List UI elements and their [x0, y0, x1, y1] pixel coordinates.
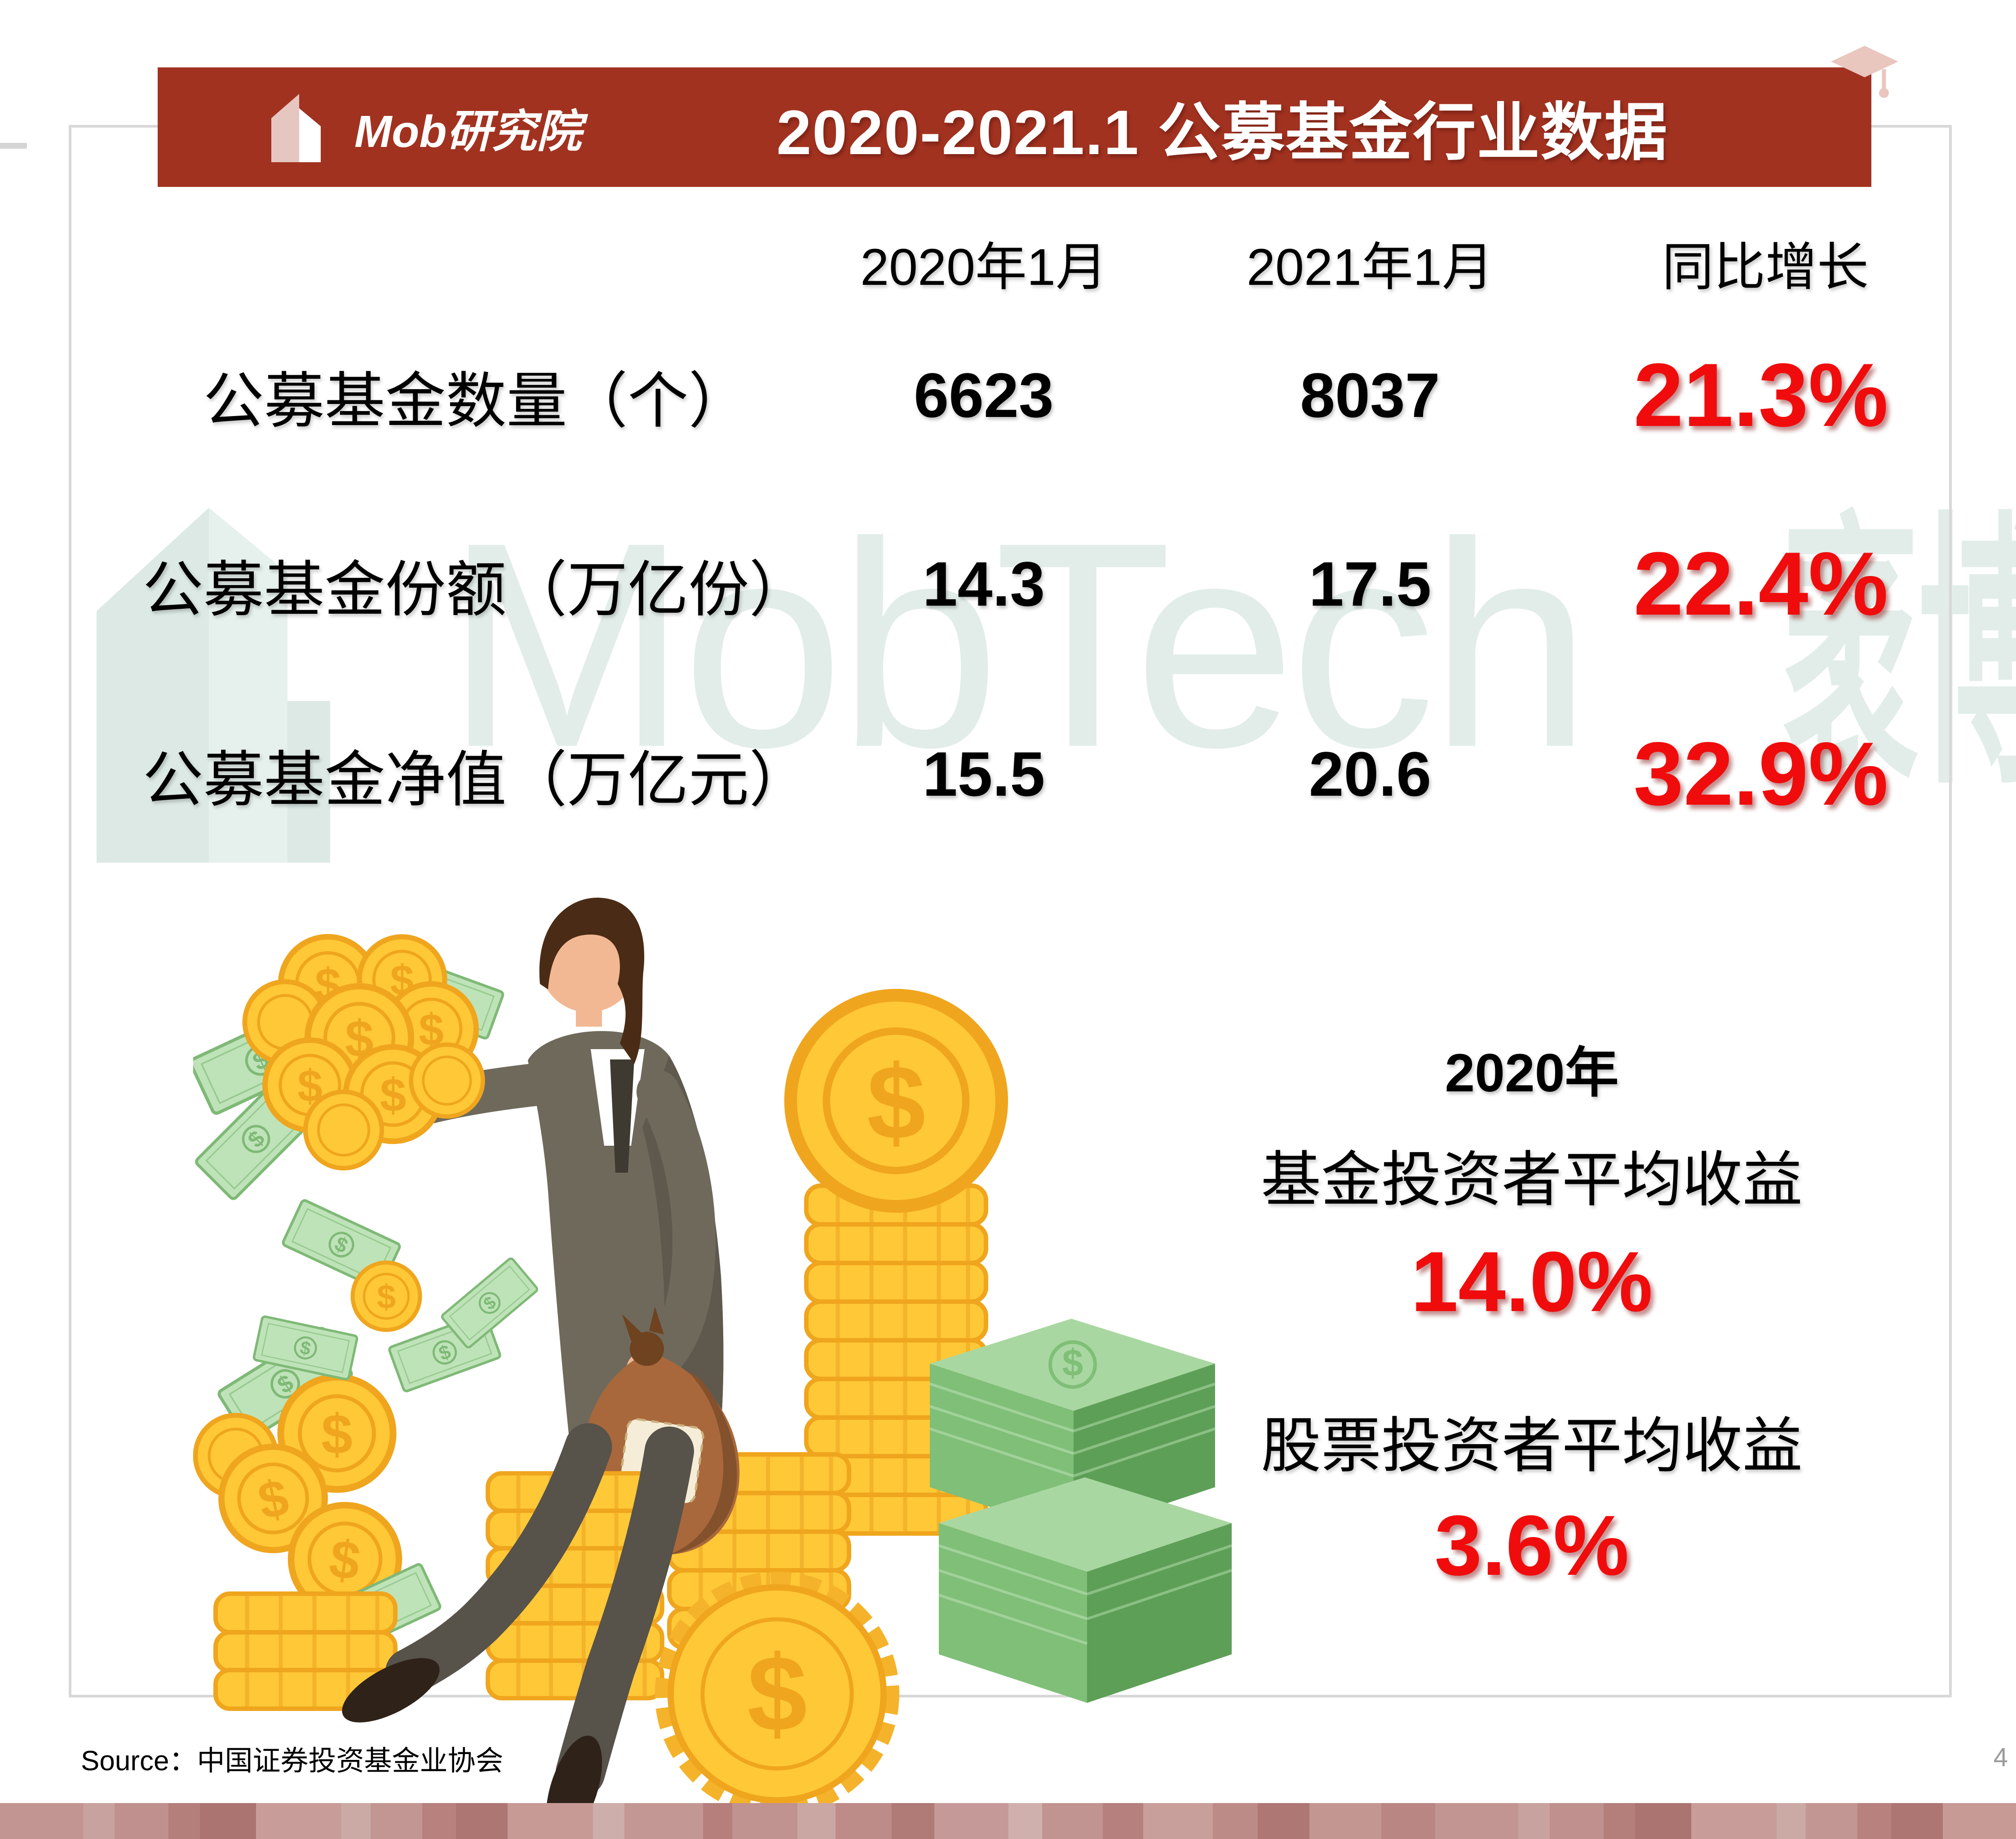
- footer-strip-band: [836, 1803, 892, 1839]
- held-coin-pile: [193, 937, 504, 1200]
- footer-strip-band: [1518, 1803, 1550, 1839]
- hair: [539, 897, 645, 1064]
- footer-strip-band: [1857, 1803, 1891, 1839]
- footer-strip-band: [934, 1803, 1008, 1839]
- left-edge-tick: [0, 143, 27, 149]
- table-cell-2021: 17.5: [1309, 549, 1432, 619]
- footer-strip-band: [1143, 1803, 1213, 1839]
- source-note: Source：中国证券投资基金业协会: [81, 1746, 504, 1777]
- footer-strip-band: [422, 1803, 456, 1839]
- table-cell-2020: 14.3: [922, 549, 1045, 619]
- businessman-coins-illustration: $ $: [193, 897, 1232, 1824]
- table-cell-2021: 8037: [1300, 360, 1440, 430]
- large-dollar-coin: $: [655, 1572, 899, 1816]
- cap-tassel-end: [1879, 88, 1889, 98]
- footer-strip-band: [1604, 1803, 1635, 1839]
- footer-strip-band: [1435, 1803, 1518, 1839]
- footer-strip-band: [1891, 1803, 1943, 1839]
- fund-investor-value: 14.0%: [1410, 1234, 1653, 1329]
- watermark-latin-text: MobTech: [445, 482, 1592, 808]
- footer-strip-band: [624, 1803, 703, 1839]
- svg-text:$: $: [1062, 1342, 1083, 1384]
- footer-strip-band: [1008, 1803, 1042, 1839]
- falling-money: [253, 1199, 538, 1392]
- footer-strip: [0, 1803, 2016, 1839]
- footer-strip-band: [1213, 1803, 1258, 1839]
- footer-strip-band: [1309, 1803, 1381, 1839]
- bag-knot: [630, 1332, 664, 1366]
- footer-strip-band: [1103, 1803, 1143, 1839]
- table-col-2020: 2020年1月: [860, 239, 1107, 296]
- footer-strip-band: [456, 1803, 508, 1839]
- svg-text:$: $: [747, 1633, 807, 1754]
- left-arm: [630, 1070, 716, 1387]
- footer-strip-band: [1258, 1803, 1309, 1839]
- mobtech-watermark: MobTech 袤博: [67, 445, 2016, 885]
- footer-strip-band: [1943, 1803, 2016, 1839]
- footer-strip-band: [115, 1803, 168, 1839]
- table-row-label: 公募基金份额（万亿份）: [142, 556, 810, 624]
- watermark-building-icon: [97, 508, 330, 863]
- footer-strip-band: [1381, 1803, 1435, 1839]
- table-cell-growth: 22.4%: [1633, 534, 1888, 634]
- logo-slab-right: [299, 108, 321, 162]
- footer-strip-band: [593, 1803, 624, 1839]
- logo-text: Mob研究院: [354, 106, 582, 157]
- watermark-building-slab-right: [209, 508, 287, 863]
- cap-board: [1831, 46, 1898, 77]
- watermark-cjk-text: 袤博: [1783, 495, 2016, 816]
- tie: [610, 1059, 634, 1173]
- header-bar: Mob研究院 2020-2021.1 公募基金行业数据: [158, 46, 1898, 187]
- table-col-2021: 2021年1月: [1247, 239, 1494, 296]
- businessman: $: [395, 897, 740, 1555]
- footer-strip-band: [1635, 1803, 1691, 1839]
- mob-research-logo: Mob研究院: [263, 46, 1898, 164]
- footer-strip-band: [83, 1803, 115, 1839]
- footer-strip-band: [256, 1803, 341, 1839]
- table-cell-2020: 15.5: [922, 739, 1045, 809]
- table-row-label: 公募基金净值（万亿元）: [142, 746, 810, 814]
- footer-strip-band: [200, 1803, 256, 1839]
- highlight-year: 2020年: [1445, 1043, 1619, 1103]
- legs: [342, 1423, 694, 1824]
- footer-strip-band: [1550, 1803, 1604, 1839]
- page-title: 2020-2021.1 公募基金行业数据: [776, 97, 1668, 168]
- logo-slab-left: [271, 93, 299, 162]
- logo-building-icon: [271, 93, 321, 162]
- table-cell-growth: 32.9%: [1633, 724, 1888, 824]
- watermark-building-slab-left: [97, 508, 209, 863]
- footer-strip-band: [1777, 1803, 1806, 1839]
- watermark-building-step: [287, 701, 330, 863]
- footer-strip-band: [0, 1803, 83, 1839]
- graduation-cap-icon: [1831, 46, 1898, 98]
- footer-strip-band: [797, 1803, 836, 1839]
- footer-strip-band: [732, 1803, 797, 1839]
- stock-investor-value: 3.6%: [1434, 1498, 1629, 1593]
- table-cell-growth: 21.3%: [1633, 345, 1888, 445]
- shoe-left: [342, 1658, 440, 1723]
- table-cell-2021: 20.6: [1309, 739, 1432, 809]
- stock-investor-label: 股票投资者平均收益: [1260, 1413, 1803, 1480]
- table-cell-2020: 6623: [914, 360, 1054, 430]
- footer-strip-band: [341, 1803, 371, 1839]
- footer-strip-band: [1806, 1803, 1857, 1839]
- footer-strip-band: [168, 1803, 200, 1839]
- highlight-panel: 2020年 基金投资者平均收益 14.0% 股票投资者平均收益 3.6%: [1240, 1002, 1824, 1653]
- table-row-label: 公募基金数量（个）: [203, 367, 749, 435]
- footer-strip-band: [1691, 1803, 1777, 1839]
- footer-strip-band: [371, 1803, 422, 1839]
- banknote-bundle-bottom: [938, 1477, 1232, 1703]
- footer-strip-band: [892, 1803, 934, 1839]
- table-col-growth: 同比增长: [1662, 239, 1869, 296]
- footer-strip-band: [1042, 1803, 1103, 1839]
- fund-investor-label: 基金投资者平均收益: [1260, 1147, 1803, 1214]
- footer-strip-band: [703, 1803, 732, 1839]
- page-number: 4: [1993, 1743, 2008, 1772]
- footer-strip-band: [508, 1803, 593, 1839]
